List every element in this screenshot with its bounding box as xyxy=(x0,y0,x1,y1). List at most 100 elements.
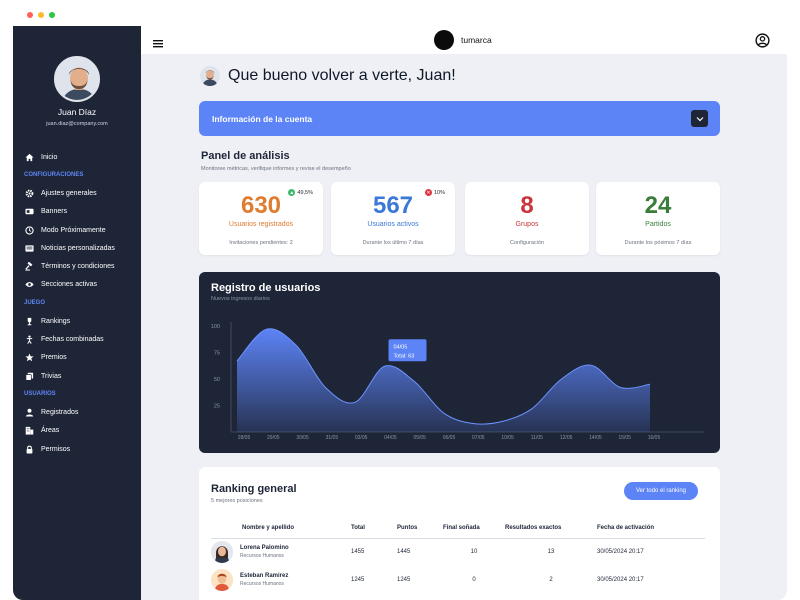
brand[interactable]: tumarca xyxy=(434,30,492,50)
brand-logo xyxy=(434,30,454,50)
clock-icon xyxy=(24,225,34,235)
column-header[interactable]: Final soñada xyxy=(443,518,505,539)
stat-card-matches[interactable]: 24 Partidos Durante los pósimos 7 días xyxy=(596,182,720,255)
account-icon[interactable] xyxy=(755,33,770,48)
sidebar-item-label: Fechas combinadas xyxy=(41,336,104,344)
delta-badge: ✕ 10% xyxy=(424,189,445,196)
x-tick-label: 14/05 xyxy=(589,435,602,441)
menu-icon[interactable] xyxy=(153,35,163,48)
page-title: Que bueno volver a verte, Juan! xyxy=(228,67,456,84)
account-info-label: Información de la cuenta xyxy=(212,113,313,124)
stat-card-active[interactable]: ✕ 10% 567 Usuarios activos Durante los ú… xyxy=(331,182,455,255)
sidebar-item-label: Permisos xyxy=(41,445,71,453)
sidebar-item-permisos[interactable]: Permisos xyxy=(13,440,141,458)
chart-subtitle: Nuevos ingresos diarios xyxy=(211,296,270,302)
avatar[interactable] xyxy=(54,56,100,102)
cards-icon xyxy=(24,371,34,381)
player-name: Esteban Ramirez xyxy=(240,573,289,579)
view-ranking-button[interactable]: Ver todo el ranking xyxy=(624,482,698,500)
top-bar: tumarca xyxy=(141,26,787,54)
sidebar-item-secciones[interactable]: Secciones activas xyxy=(13,276,141,294)
maximize-dot[interactable] xyxy=(49,12,55,18)
stat-footer: Configuración xyxy=(510,240,544,246)
sidebar-item-label: Secciones activas xyxy=(41,281,98,289)
chart-title: Registro de usuarios xyxy=(211,282,321,294)
sidebar-item-fechas[interactable]: Fechas combinadas xyxy=(13,330,141,348)
sidebar-item-modo-proximamente[interactable]: Modo Próximamente xyxy=(13,221,141,239)
building-icon xyxy=(24,426,34,436)
banner-icon xyxy=(24,207,34,217)
player-area: Recursos Humanos xyxy=(240,553,284,560)
table-row[interactable]: Esteban Ramirez Recursos Humanos 1245 12… xyxy=(211,566,705,594)
user-name: Juan Díaz xyxy=(57,107,97,117)
nav-section-configuraciones: CONFIGURACIONES xyxy=(24,172,84,179)
delta-badge: ▲ 49,5% xyxy=(288,189,313,196)
column-header[interactable]: Fecha de activación xyxy=(597,518,705,539)
user-email: juan.diaz@company.com xyxy=(46,121,108,127)
delta-value: 10% xyxy=(433,189,445,196)
player-name: Lorena Palomino xyxy=(240,545,289,552)
cell-total: 1455 xyxy=(351,549,365,556)
sidebar-item-trivias[interactable]: Trivias xyxy=(13,367,141,385)
table-header-row: Nombre y apellido Total Puntos Final soñ… xyxy=(211,518,705,539)
x-tick-label: 11/05 xyxy=(531,435,543,441)
stat-value: 567 xyxy=(372,192,414,219)
stat-label: Usuarios registrados xyxy=(228,221,294,228)
sidebar-item-noticias[interactable]: Noticias personalizadas xyxy=(13,239,141,257)
y-tick-label: 25 xyxy=(214,404,220,410)
table-row[interactable]: Lorena Palomino Recursos Humanos 1455 14… xyxy=(211,538,705,566)
stat-card-groups[interactable]: 8 Grupos Configuración xyxy=(465,182,589,255)
close-dot[interactable] xyxy=(27,12,33,18)
ranking-table: Nombre y apellido Total Puntos Final soñ… xyxy=(211,518,705,594)
sidebar-item-label: Términos y condiciones xyxy=(41,263,115,271)
column-header[interactable]: Nombre y apellido xyxy=(211,518,351,539)
news-icon xyxy=(24,243,34,253)
chart-tooltip xyxy=(388,339,427,362)
sidebar-item-premios[interactable]: Premios xyxy=(13,349,141,367)
x-tick-label: 03/05 xyxy=(355,435,368,441)
home-icon xyxy=(24,152,34,162)
x-tick-label: 04/05 xyxy=(384,435,397,441)
column-header[interactable]: Resultados exactos xyxy=(505,518,597,539)
account-info-accordion[interactable]: Información de la cuenta xyxy=(199,101,720,136)
sidebar-item-label: Rankings xyxy=(41,317,71,325)
window-controls xyxy=(27,12,55,18)
stat-card-registered[interactable]: ▲ 49,5% 630 Usuarios registrados Invitac… xyxy=(199,182,323,255)
sidebar-item-banners[interactable]: Banners xyxy=(13,203,141,221)
sidebar-item-terminos[interactable]: Términos y condiciones xyxy=(13,257,141,275)
column-header[interactable]: Puntos xyxy=(397,518,443,539)
x-tick-label: 31/05 xyxy=(326,435,339,441)
chart-plot[interactable]: 25 50 75 100 28/05 29/05 30/05 31/05 03/05 04/05 0… xyxy=(199,272,720,453)
brand-name: tumarca xyxy=(461,35,492,45)
sidebar-item-label: Inicio xyxy=(41,153,58,161)
eye-icon xyxy=(24,280,34,290)
minimize-dot[interactable] xyxy=(38,12,44,18)
cell-fecha: 30/05/2024 20:17 xyxy=(597,577,644,583)
column-header[interactable]: Total xyxy=(351,518,397,539)
sidebar-item-inicio[interactable]: Inicio xyxy=(13,148,141,166)
sidebar-item-label: Banners xyxy=(41,208,68,216)
x-tick-label: 30/05 xyxy=(296,435,309,441)
sidebar-item-label: Áreas xyxy=(41,427,60,435)
sidebar-item-rankings[interactable]: Rankings xyxy=(13,312,141,330)
area-series xyxy=(237,328,650,432)
chevron-down-icon[interactable] xyxy=(691,110,708,127)
gavel-icon xyxy=(24,262,34,272)
sidebar-item-label: Noticias personalizadas xyxy=(41,244,115,252)
tooltip-value: Total: 63 xyxy=(394,353,415,359)
sidebar-item-areas[interactable]: Áreas xyxy=(13,422,141,440)
welcome-header: Que bueno volver a verte, Juan! xyxy=(200,66,456,86)
x-tick-label: 12/05 xyxy=(560,435,573,441)
stat-value: 8 xyxy=(520,192,534,219)
x-tick-label: 07/05 xyxy=(472,435,485,441)
avatar xyxy=(211,541,233,564)
sidebar-item-registrados[interactable]: Registrados xyxy=(13,403,141,421)
x-tick-label: 05/05 xyxy=(413,435,426,441)
sidebar-item-ajustes[interactable]: Ajustes generales xyxy=(13,184,141,202)
avatar xyxy=(200,66,220,86)
tooltip-date: 04/05 xyxy=(394,344,408,350)
x-tick-label: 06/05 xyxy=(443,435,456,441)
stat-footer: Durante los último 7 días xyxy=(362,240,424,246)
sidebar-item-label: Trivias xyxy=(41,372,62,380)
